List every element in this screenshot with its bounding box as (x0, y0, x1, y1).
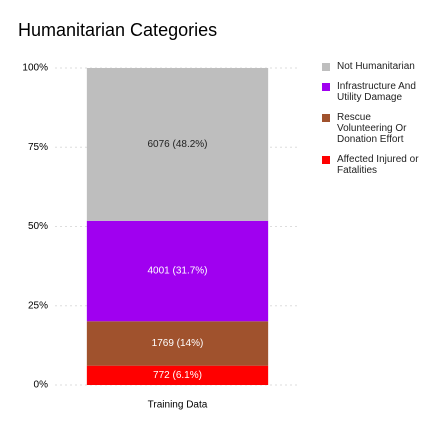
x-tick-label: Training Data (148, 400, 208, 411)
bar-segment (86, 365, 269, 385)
y-tick-label: 25% (28, 300, 48, 311)
y-tick-label: 75% (28, 142, 48, 153)
legend-entry: Affected Injured or Fatalities (322, 154, 432, 176)
legend-entry: Infrastructure And Utility Damage (322, 81, 432, 103)
legend-swatch (322, 83, 330, 91)
y-tick-label: 50% (28, 221, 48, 232)
legend-entry: Not Humanitarian (322, 61, 432, 72)
legend-label: Affected Injured or Fatalities (337, 154, 419, 176)
legend-swatch (322, 63, 330, 71)
chart-title: Humanitarian Categories (18, 20, 217, 40)
legend: Not Humanitarian Infrastructure And Utili… (322, 61, 432, 185)
bar-segment (86, 68, 269, 221)
legend-swatch (322, 156, 330, 164)
value-label: 772 (6.1%) (153, 370, 202, 381)
y-tick-label: 100% (22, 63, 48, 74)
value-label: 4001 (31.7%) (147, 266, 207, 277)
value-label: 1769 (14%) (152, 338, 204, 349)
y-tick-label: 0% (34, 380, 49, 391)
legend-label: Infrastructure And Utility Damage (337, 81, 416, 103)
legend-swatch (322, 114, 330, 122)
legend-label: Rescue Volunteering Or Donation Effort (337, 112, 407, 145)
legend-entry: Rescue Volunteering Or Donation Effort (322, 112, 432, 145)
legend-label: Not Humanitarian (337, 61, 415, 72)
bar-segment (86, 220, 269, 322)
value-label: 6076 (48.2%) (147, 139, 207, 150)
bar-segment (86, 321, 269, 366)
